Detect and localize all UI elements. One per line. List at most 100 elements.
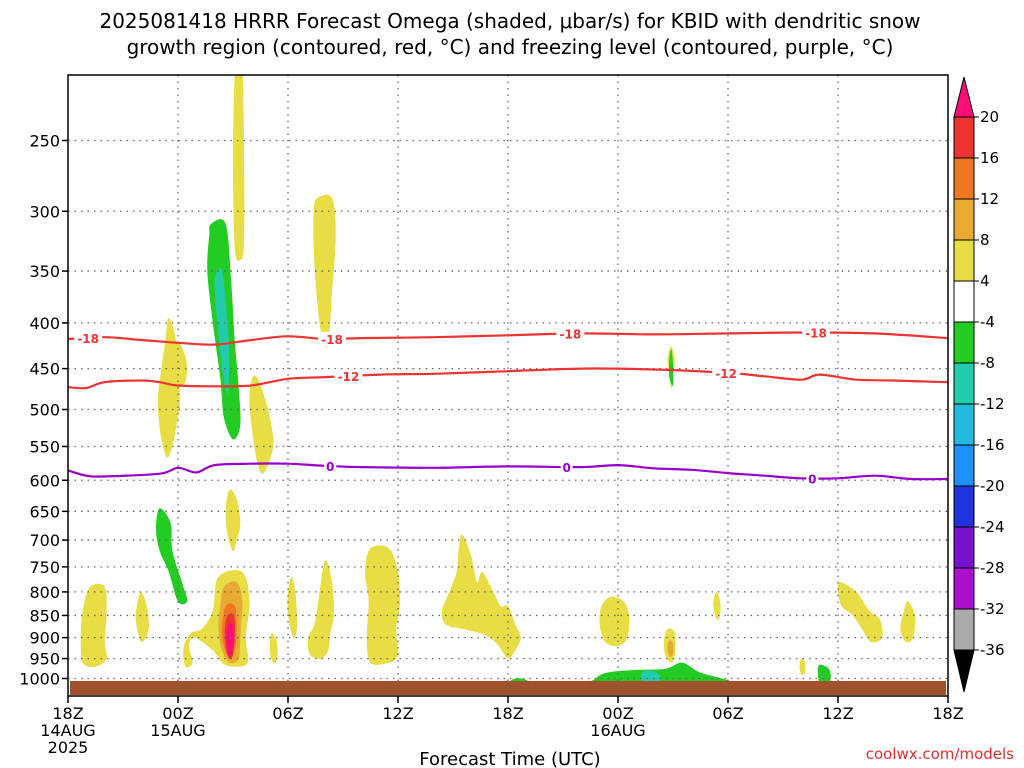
colorbar-label: -16 — [980, 436, 1005, 454]
omega-region — [441, 534, 521, 659]
omega-region — [156, 508, 188, 605]
contour-label-background — [74, 331, 103, 346]
x-tick-label: 2025 — [48, 738, 89, 757]
contour-label: -12 — [338, 370, 360, 384]
omega-region — [135, 591, 149, 643]
x-tick-label: 12Z — [822, 704, 853, 723]
omega-region — [269, 633, 278, 664]
x-tick-label: 12Z — [382, 704, 413, 723]
colorbar-label: -36 — [980, 641, 1005, 659]
x-tick-label: 14AUG — [40, 721, 95, 740]
omega-region — [668, 349, 674, 386]
colorbar-label: -20 — [980, 477, 1005, 495]
colorbar-label: -32 — [980, 600, 1005, 618]
chart-title-line-1: 2025081418 HRRR Forecast Omega (shaded, … — [99, 9, 920, 33]
omega-region — [667, 639, 674, 657]
contour-label-background — [556, 326, 585, 341]
y-tick-label: 400 — [29, 314, 60, 333]
omega-shading — [80, 75, 916, 686]
contour-label: 0 — [808, 472, 816, 486]
y-tick-label: 250 — [29, 132, 60, 151]
contour-label-background — [334, 369, 363, 384]
omega-region — [799, 658, 806, 675]
colorbar-segment — [953, 362, 975, 405]
y-tick-label: 950 — [29, 650, 60, 669]
contour-lines — [68, 331, 948, 481]
colorbar-label: -24 — [980, 518, 1005, 536]
omega-region — [713, 591, 721, 621]
colorbar-label: -4 — [980, 313, 995, 331]
contour-label-background — [806, 471, 819, 486]
colorbar-segment — [953, 280, 975, 323]
contour-line — [68, 367, 948, 390]
omega-region — [817, 664, 831, 685]
y-tick-label: 650 — [29, 502, 60, 521]
ground-strip — [70, 681, 946, 695]
x-tick-label: 18Z — [932, 704, 963, 723]
y-tick-label: 700 — [29, 531, 60, 550]
colorbar-top-arrow — [953, 76, 975, 118]
omega-region — [900, 601, 916, 643]
y-tick-label: 900 — [29, 629, 60, 648]
contour-label-background — [560, 459, 573, 474]
contour-label: -18 — [77, 332, 99, 346]
colorbar-label: 20 — [980, 108, 999, 126]
colorbar-label: 8 — [980, 231, 990, 249]
omega-region — [214, 268, 230, 394]
contour-label: -12 — [715, 367, 737, 381]
colorbar-segment — [953, 526, 975, 569]
plot-area: -18 -18 -18 -18 -12 -12 0 0 0 250 300 350 400 450 500 5… — [19, 74, 964, 757]
x-tick-label: 18Z — [492, 704, 523, 723]
colorbar-segment — [953, 116, 975, 159]
colorbar-label: 4 — [980, 272, 990, 290]
y-tick-label: 1000 — [19, 670, 60, 689]
omega-region — [589, 662, 733, 685]
contour-label: -18 — [559, 328, 581, 342]
omega-region — [80, 583, 107, 668]
omega-region — [307, 560, 334, 659]
omega-region — [249, 375, 274, 474]
colorbar-segment — [953, 321, 975, 364]
y-tick-label: 500 — [29, 401, 60, 420]
y-tick-label: 350 — [29, 262, 60, 281]
y-tick-label: 800 — [29, 583, 60, 602]
colorbar-segment — [953, 444, 975, 487]
contour-label: -18 — [805, 327, 827, 341]
omega-region — [313, 194, 336, 348]
colorbar-segment — [953, 403, 975, 446]
colorbar-segment — [953, 239, 975, 282]
contour-label-background — [712, 365, 741, 380]
colorbar-segment — [953, 608, 975, 651]
x-tick-label: 06Z — [272, 704, 303, 723]
omega-region — [225, 489, 241, 552]
x-tick-label: 00Z — [162, 704, 193, 723]
x-tick-label: 18Z — [52, 704, 83, 723]
y-tick-label: 600 — [29, 471, 60, 490]
colorbar-segment — [953, 198, 975, 241]
x-tick-label: 15AUG — [150, 721, 205, 740]
colorbar-segment — [953, 567, 975, 610]
colorbar-label: 12 — [980, 190, 999, 208]
colorbar: 20 16 12 8 4 -4 -8 -12 -16 -20 -24 -28 -32 -36 — [953, 76, 1005, 693]
contour-label-background — [802, 325, 830, 340]
omega-region — [599, 596, 630, 647]
colorbar-segment — [953, 157, 975, 200]
omega-region — [226, 623, 234, 657]
contour-label: 0 — [562, 461, 570, 475]
contour-line — [68, 462, 948, 481]
y-tick-label: 450 — [29, 360, 60, 379]
y-tick-label: 850 — [29, 606, 60, 625]
colorbar-label: -12 — [980, 395, 1005, 413]
colorbar-bottom-arrow — [953, 649, 975, 693]
x-axis-title: Forecast Time (UTC) — [419, 749, 600, 768]
chart-title-line-2: growth region (contoured, red, °C) and f… — [127, 35, 894, 59]
y-axis: 250 300 350 400 450 500 550 600 650 700 750 800 850 9… — [19, 132, 68, 689]
omega-region — [157, 318, 180, 458]
colorbar-label: -8 — [980, 354, 995, 372]
omega-region — [233, 75, 245, 262]
colorbar-segment — [953, 485, 975, 528]
colorbar-label: -28 — [980, 559, 1005, 577]
omega-region — [364, 545, 400, 665]
x-tick-label: 00Z — [602, 704, 633, 723]
